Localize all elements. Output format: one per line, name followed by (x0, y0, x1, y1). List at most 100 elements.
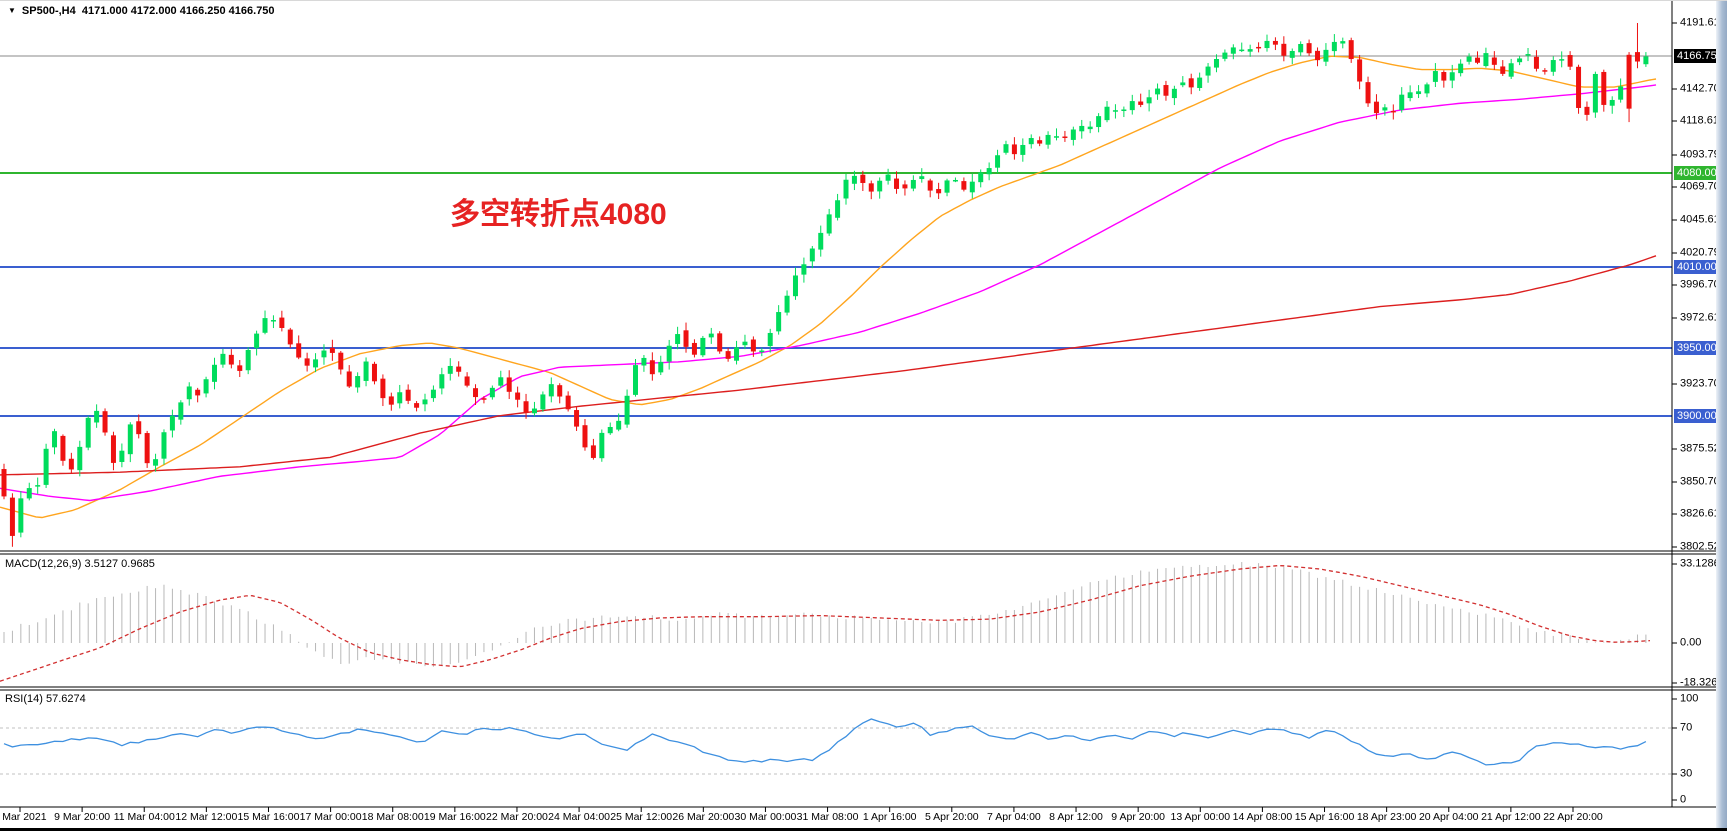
symbol-period-label: SP500-,H4 (21, 5, 76, 17)
candle-down (1315, 50, 1321, 61)
candle-up (1609, 99, 1615, 106)
mid-ma-magenta (0, 84, 1657, 502)
candle-up (439, 374, 445, 389)
candle-down (894, 178, 900, 189)
candle-up (43, 448, 49, 485)
candle-up (489, 387, 495, 398)
candle-up (52, 431, 58, 448)
time-axis-label: 14 Apr 08:00 (1232, 811, 1293, 823)
candle-down (1138, 101, 1144, 105)
candle-up (270, 320, 276, 322)
candle-up (1340, 41, 1346, 44)
candle-up (1003, 144, 1009, 153)
macd-axis-label: 33.1286 (1680, 557, 1720, 570)
candle-down (1011, 144, 1017, 155)
candle-up (1247, 49, 1253, 52)
candle-down (649, 360, 655, 375)
time-axis-label: 9 Mar 20:00 (54, 811, 111, 823)
ohlc-values: 4171.000 4172.000 4166.250 4166.750 (81, 5, 275, 17)
candle-up (1525, 54, 1531, 56)
candle-up (1643, 56, 1649, 65)
time-axis-label: 21 Apr 12:00 (1481, 811, 1541, 823)
candle-up (220, 353, 226, 365)
candle-up (969, 181, 975, 193)
candle-up (1331, 41, 1337, 52)
candle-up (94, 410, 100, 423)
window-scrollbar[interactable] (1716, 1, 1727, 828)
time-axis-label: 13 Apr 00:00 (1170, 811, 1231, 823)
candle-down (110, 435, 116, 463)
price-level-badge: 3900.000 (1674, 409, 1726, 423)
candle-up (1424, 84, 1430, 94)
candle-up (658, 361, 664, 373)
symbol-ohlc-bar[interactable]: ▼ SP500-,H4 4171.000 4172.000 4166.250 41… (8, 5, 275, 17)
candle-up (700, 337, 706, 356)
candle-up (708, 333, 714, 338)
rsi-line (3, 718, 1647, 766)
candle-up (616, 420, 622, 430)
candle-up (944, 180, 950, 193)
candle-up (1205, 66, 1211, 76)
time-axis-label: 12 Mar 12:00 (175, 811, 238, 823)
candle-up (919, 176, 925, 180)
candle-down (405, 389, 411, 401)
price-axis-label: 4191.610 (1680, 16, 1726, 29)
price-axis-label: 3826.610 (1680, 507, 1726, 520)
rsi-indicator-label: RSI(14) 57.6274 (5, 693, 86, 705)
time-axis-label: 26 Mar 20:00 (672, 811, 735, 823)
candle-up (742, 341, 748, 346)
candle-down (936, 189, 942, 194)
candle-down (1626, 54, 1632, 109)
price-axis-label: 3875.520 (1680, 442, 1726, 455)
candle-up (995, 155, 1001, 168)
candle-up (363, 361, 369, 381)
candle-down (144, 433, 150, 464)
candle-up (1213, 58, 1219, 68)
candle-down (523, 401, 529, 413)
candle-up (1416, 91, 1422, 95)
candle-down (683, 330, 689, 347)
macd-axis-label: 0.00 (1680, 636, 1702, 649)
candle-down (902, 184, 908, 189)
price-level-badge: 3950.000 (1674, 341, 1726, 355)
collapse-triangle-icon[interactable]: ▼ (8, 6, 16, 15)
candle-down (9, 497, 15, 536)
candle-down (1256, 46, 1262, 49)
candle-down (1, 469, 7, 497)
price-axis-label: 3850.700 (1680, 475, 1726, 488)
candle-down (1491, 57, 1497, 65)
candle-down (691, 342, 697, 355)
candle-up (262, 318, 268, 333)
candle-up (1222, 52, 1228, 59)
candle-down (565, 395, 571, 410)
candle-down (725, 351, 731, 359)
candle-up (767, 332, 773, 347)
candle-up (1104, 106, 1110, 121)
time-axis-label: 20 Apr 04:00 (1418, 811, 1479, 823)
candle-down (1306, 43, 1312, 54)
candle-up (1264, 40, 1270, 49)
candle-up (1230, 47, 1236, 54)
candle-up (161, 432, 167, 459)
price-axis-label: 4069.700 (1680, 180, 1726, 193)
candle-down (304, 358, 310, 366)
macd-indicator-label: MACD(12,26,9) 3.5127 0.9685 (5, 558, 155, 570)
candle-down (287, 329, 293, 345)
time-axis-label: 22 Apr 20:00 (1543, 811, 1603, 823)
candle-down (279, 317, 285, 328)
candle-up (1399, 94, 1405, 111)
price-axis-label: 4142.700 (1680, 82, 1726, 95)
candle-up (1618, 86, 1624, 100)
candle-up (548, 384, 554, 397)
candle-down (329, 347, 335, 353)
price-axis-label: 3972.610 (1680, 311, 1726, 324)
candle-down (1542, 70, 1548, 72)
candle-up (641, 357, 647, 366)
candle-up (1045, 134, 1051, 145)
time-axis-label: 18 Apr 23:00 (1356, 811, 1417, 823)
candle-down (237, 365, 243, 371)
chinese-annotation-text: 多空转折点4080 (450, 198, 667, 231)
candle-up (531, 408, 537, 414)
